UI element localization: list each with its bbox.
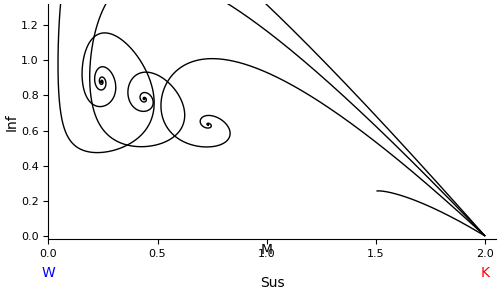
Text: M: M: [260, 243, 272, 257]
Text: W: W: [42, 266, 56, 280]
X-axis label: Sus: Sus: [260, 276, 284, 290]
Y-axis label: Inf: Inf: [4, 113, 18, 131]
Text: K: K: [480, 266, 490, 280]
